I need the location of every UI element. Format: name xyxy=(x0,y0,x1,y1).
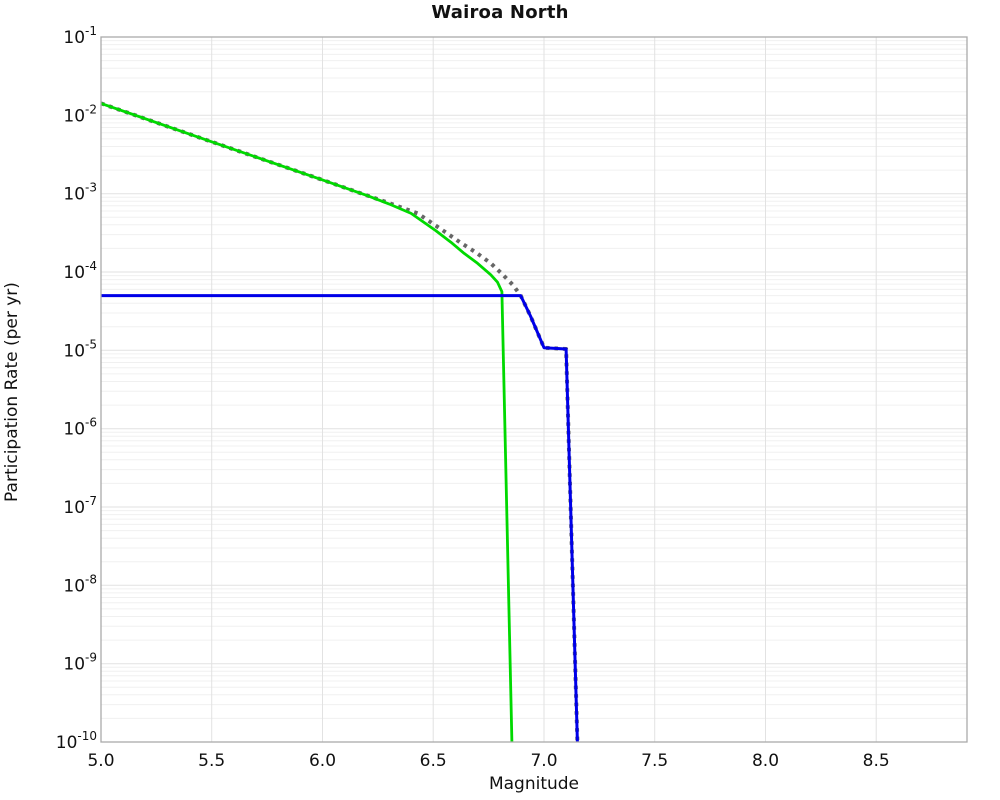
y-tick-label: 10-8 xyxy=(63,572,97,596)
x-tick-label: 5.0 xyxy=(87,751,114,771)
x-tick-labels: 5.0 5.5 6.0 6.5 7.0 7.5 8.0 8.5 xyxy=(87,751,889,771)
series-green-solid xyxy=(100,102,514,743)
y-tick-label: 10-1 xyxy=(63,24,97,48)
y-tick-label: 10-5 xyxy=(63,337,97,361)
y-tick-label: 10-2 xyxy=(63,102,97,126)
x-tick-label: 8.5 xyxy=(863,751,890,771)
series-blue-solid xyxy=(101,294,579,743)
y-tick-label: 10-3 xyxy=(63,181,97,205)
x-axis-label: Magnitude xyxy=(488,774,580,794)
y-tick-label: 10-6 xyxy=(63,416,97,440)
x-tick-label: 8.0 xyxy=(752,751,779,771)
x-tick-label: 7.0 xyxy=(530,751,557,771)
y-tick-label: 10-4 xyxy=(63,259,97,283)
x-tick-label: 6.5 xyxy=(420,751,447,771)
x-tick-label: 5.5 xyxy=(198,751,225,771)
plot-frame xyxy=(100,36,968,743)
y-tick-label: 10-9 xyxy=(63,651,97,675)
grid-major xyxy=(100,36,967,743)
y-tick-labels: 10-1 10-2 10-3 10-4 10-5 10-6 10-7 10-8 10-9 10-1… xyxy=(56,24,97,753)
x-tick-label: 7.5 xyxy=(641,751,668,771)
chart-title: Wairoa North xyxy=(431,2,569,23)
grid-minor xyxy=(101,40,967,719)
y-axis-label: Participation Rate (per yr) xyxy=(2,282,22,502)
y-tick-label: 10-7 xyxy=(63,494,97,518)
y-tick-label: 10-10 xyxy=(56,729,97,753)
x-tick-label: 6.0 xyxy=(309,751,336,771)
